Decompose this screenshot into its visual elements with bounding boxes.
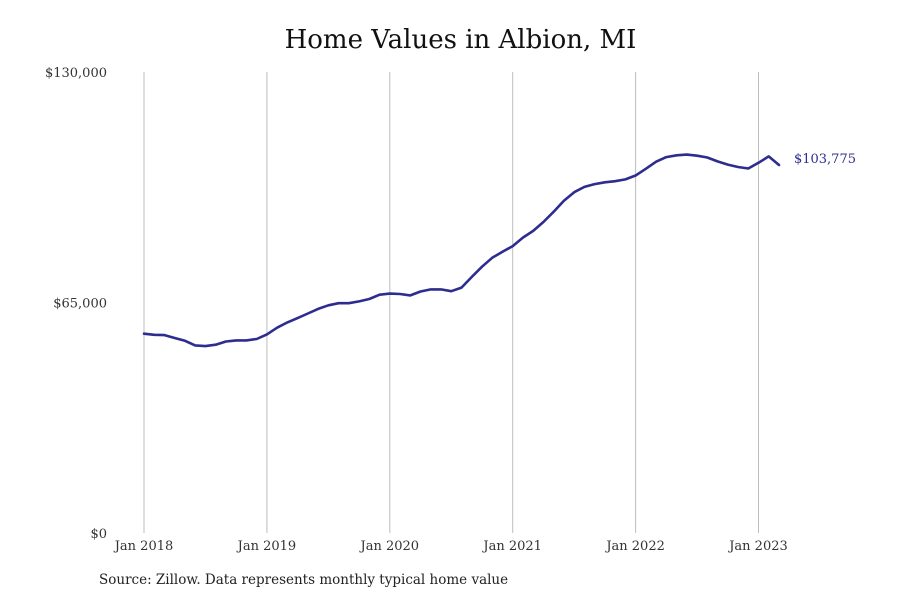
source-note: Source: Zillow. Data represents monthly …	[99, 572, 509, 588]
grid-lines	[143, 72, 759, 533]
y-tick-label: $65,000	[53, 297, 107, 312]
end-value-label: $103,775	[794, 152, 856, 167]
x-tick-label: Jan 2020	[359, 539, 420, 554]
x-tick-label: Jan 2021	[481, 539, 542, 554]
chart-title: Home Values in Albion, MI	[284, 25, 637, 55]
x-axis-labels: Jan 2018 Jan 2019 Jan 2020 Jan 2021 Jan 2022…	[113, 539, 788, 554]
x-tick-label: Jan 2019	[236, 539, 297, 554]
x-tick-label: Jan 2023	[727, 539, 788, 554]
series-line-layer	[142, 153, 781, 348]
end-label-layer: $103,775	[794, 152, 856, 167]
x-tick-label: Jan 2018	[113, 539, 174, 554]
x-tick-label: Jan 2022	[604, 539, 665, 554]
series-line	[142, 153, 781, 348]
y-tick-label: $0	[90, 527, 107, 542]
y-tick-label: $130,000	[45, 66, 107, 81]
y-axis-labels: $130,000 $65,000 $0	[45, 66, 107, 542]
